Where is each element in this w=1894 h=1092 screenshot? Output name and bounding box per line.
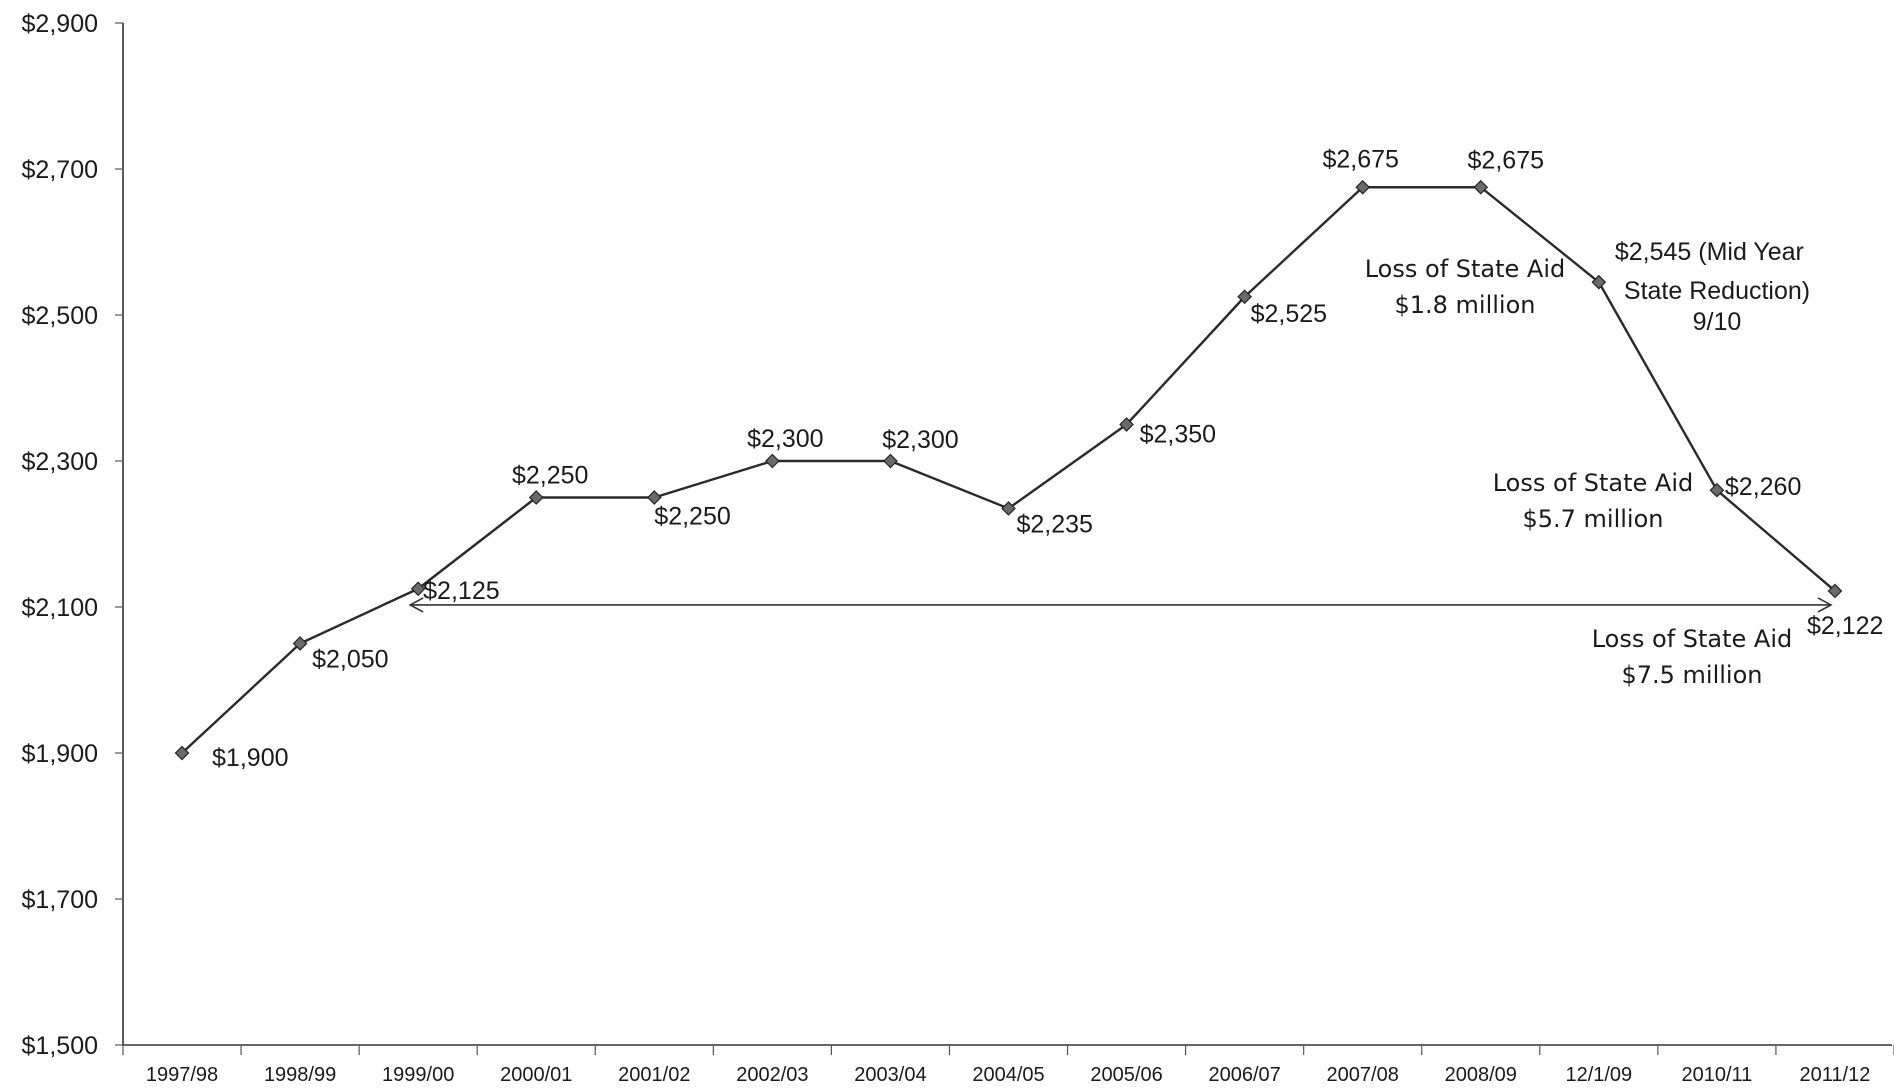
annotations-layer: State Reduction) 9/10 Loss of State Aid $1.…: [408, 255, 1833, 689]
x-tick-label: 1999/00: [382, 1064, 454, 1086]
span-arrow-head-left: [408, 597, 424, 613]
x-tick-label: 2000/01: [500, 1064, 572, 1086]
annotation-line: State Reduction): [1624, 277, 1810, 305]
x-tick-label: 2007/08: [1327, 1064, 1399, 1086]
annotation-line: $5.7 million: [1522, 505, 1663, 533]
data-point-2003-04: [883, 453, 898, 469]
data-point-2010-11: [1709, 482, 1725, 498]
annotation-0: State Reduction) 9/10: [1624, 277, 1810, 336]
annotation-line: 9/10: [1693, 308, 1742, 336]
x-tick-label: 2006/07: [1208, 1064, 1280, 1086]
x-tick-label: 12/1/09: [1565, 1064, 1632, 1086]
span-arrow-head-right: [1817, 597, 1833, 613]
data-point-2007-08: [1355, 179, 1371, 195]
x-tick-label: 2005/06: [1090, 1064, 1162, 1086]
data-labels-layer: $1,900 $2,050 $2,125 $2,250 $2,250 $2,300 $2,3…: [212, 145, 1883, 772]
x-tick-label: 2010/11: [1681, 1064, 1752, 1086]
x-axis: 1997/98 1998/99 1999/00 2000/01 2001/02 2002/…: [122, 1044, 1894, 1086]
data-label-12-1-09: $2,545 (Mid Year: [1615, 238, 1804, 266]
annotation-line: $7.5 million: [1621, 661, 1762, 689]
annotation-line: Loss of State Aid: [1493, 469, 1694, 497]
data-label-1997-98: $1,900: [212, 744, 288, 772]
data-label-2011-12: $2,122: [1807, 612, 1883, 640]
data-label-2010-11: $2,260: [1725, 473, 1801, 501]
data-point-2011-12: [1827, 583, 1843, 599]
annotation-line: Loss of State Aid: [1365, 255, 1566, 283]
annotation-1: Loss of State Aid $1.8 million: [1365, 255, 1566, 319]
data-label-2007-08: $2,675: [1322, 145, 1398, 173]
data-point-2008-09: [1473, 179, 1489, 195]
data-label-2008-09: $2,675: [1468, 146, 1544, 174]
data-label-2004-05: $2,235: [1017, 510, 1093, 538]
data-point-2004-05: [1001, 501, 1016, 516]
x-tick-label: 2001/02: [618, 1064, 690, 1086]
data-point-1997-98: [174, 745, 190, 761]
data-label-2005-06: $2,350: [1140, 421, 1216, 449]
data-label-2001-02: $2,250: [654, 503, 730, 531]
annotation-2: Loss of State Aid $5.7 million: [1493, 469, 1694, 533]
y-tick-label: $1,500: [22, 1032, 98, 1060]
data-point-2006-07: [1237, 289, 1252, 305]
data-label-2000-01: $2,250: [512, 462, 588, 490]
data-point-1999-00: [410, 581, 426, 597]
y-tick-label: $1,700: [22, 886, 98, 914]
y-tick-label: $2,900: [22, 10, 98, 38]
x-tick-label: 2003/04: [854, 1064, 926, 1086]
y-tick-label: $2,700: [22, 156, 98, 184]
y-tick-label: $2,300: [22, 448, 98, 476]
data-point-12-1-09: [1591, 274, 1607, 290]
x-tick-label: 1997/98: [146, 1064, 218, 1086]
y-tick-label: $2,500: [22, 302, 98, 330]
data-label-1999-00: $2,125: [423, 577, 499, 605]
x-tick-label: 2011/12: [1800, 1064, 1871, 1086]
data-point-2001-02: [646, 490, 662, 505]
data-label-2003-04: $2,300: [882, 426, 958, 454]
series-layer: [174, 179, 1843, 761]
x-tick-label: 2004/05: [972, 1064, 1044, 1086]
data-point-2000-01: [528, 490, 544, 505]
data-label-1998-99: $2,050: [312, 646, 388, 674]
annotation-3: Loss of State Aid $7.5 million: [1592, 625, 1793, 689]
data-point-2002-03: [765, 453, 780, 469]
y-tick-label: $2,100: [22, 594, 98, 622]
x-tick-label: 1998/99: [264, 1064, 336, 1086]
data-point-2005-06: [1119, 417, 1134, 432]
annotation-line: Loss of State Aid: [1592, 625, 1793, 653]
x-tick-label: 2008/09: [1445, 1064, 1517, 1086]
y-tick-label: $1,900: [22, 740, 98, 768]
data-label-2002-03: $2,300: [747, 425, 823, 453]
y-axis: $1,500 $1,700 $1,900 $2,100 $2,300 $2,500 $2,7…: [22, 10, 124, 1060]
x-tick-label: 2002/03: [736, 1064, 808, 1086]
data-point-1998-99: [292, 636, 308, 651]
annotation-line: $1.8 million: [1394, 291, 1535, 319]
data-label-2006-07: $2,525: [1251, 300, 1327, 328]
